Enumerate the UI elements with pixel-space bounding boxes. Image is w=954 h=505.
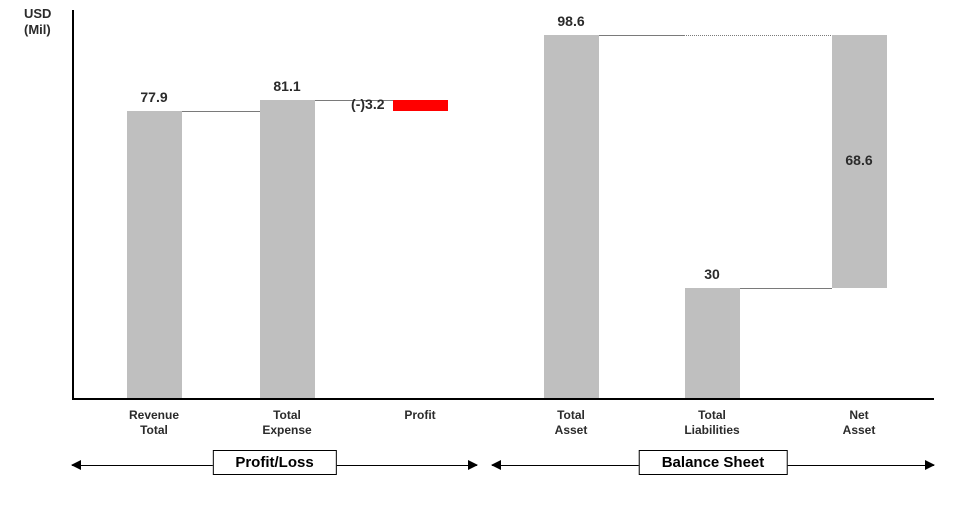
plot-area: 77.981.1(-)3.298.63068.6	[72, 30, 934, 398]
arrowhead-left-icon	[71, 460, 81, 470]
y-axis-label: USD(Mil)	[24, 6, 51, 37]
value-label: 81.1	[273, 78, 300, 94]
x-category-label: RevenueTotal	[129, 408, 179, 438]
x-category-label: TotalAsset	[555, 408, 588, 438]
y-axis-line	[72, 10, 74, 398]
x-category-label: TotalExpense	[262, 408, 311, 438]
group-label-box: Balance Sheet	[639, 450, 788, 475]
value-label: 77.9	[140, 89, 167, 105]
arrowhead-right-icon	[925, 460, 935, 470]
x-axis-line	[72, 398, 934, 400]
bar-profit	[393, 100, 448, 112]
group-range: Balance Sheet	[492, 450, 934, 480]
value-label: 68.6	[845, 152, 872, 168]
arrowhead-left-icon	[491, 460, 501, 470]
x-category-label: NetAsset	[843, 408, 876, 438]
x-category-label: Profit	[404, 408, 435, 423]
bar-total-asset	[544, 35, 599, 398]
group-range: Profit/Loss	[72, 450, 477, 480]
connector-line	[182, 111, 260, 112]
value-label: 30	[704, 266, 720, 282]
connector-line	[740, 288, 832, 289]
bar-total-expense	[260, 100, 315, 398]
value-label: 98.6	[557, 13, 584, 29]
bar-revenue-total	[127, 111, 182, 398]
bar-total-liabilities	[685, 288, 740, 398]
financial-waterfall-chart: USD(Mil) 77.9 81.1 (-)3.2 98.6 30 68.6 Revenu…	[0, 0, 954, 505]
arrowhead-right-icon	[468, 460, 478, 470]
group-label-box: Profit/Loss	[212, 450, 336, 475]
value-label: (-)3.2	[351, 96, 384, 112]
x-category-label: TotalLiabilities	[684, 408, 739, 438]
